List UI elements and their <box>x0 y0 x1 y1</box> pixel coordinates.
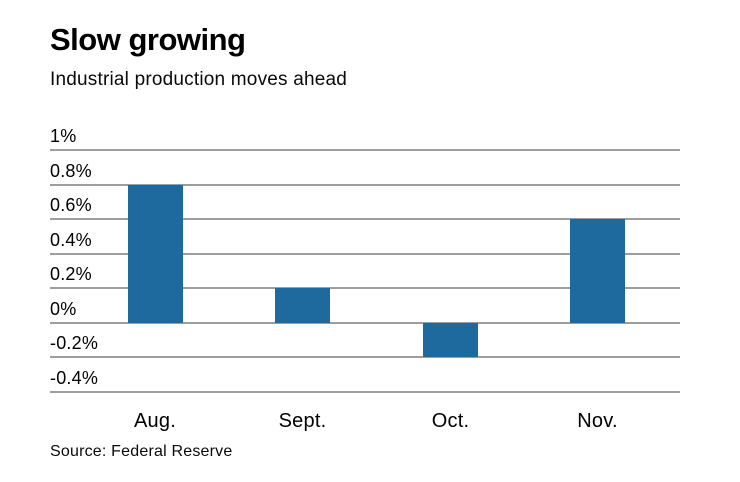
x-tick-label: Oct. <box>431 410 470 432</box>
y-tick-label: 0.8% <box>50 160 92 181</box>
x-tick-label: Nov. <box>577 410 618 432</box>
gridline <box>50 183 680 186</box>
gridline <box>50 149 680 151</box>
bar-nov <box>570 219 625 323</box>
x-tick-label: Sept. <box>278 410 327 432</box>
y-tick-label: 0% <box>50 298 77 319</box>
x-tick-label: Aug. <box>134 410 176 432</box>
bar-aug <box>127 184 183 323</box>
gridline <box>50 391 680 393</box>
bar-oct <box>423 322 478 358</box>
source-note: Source: Federal Reserve <box>50 443 233 460</box>
chart-subtitle: Industrial production moves ahead <box>50 69 348 90</box>
gridline <box>50 287 680 290</box>
gridline <box>50 218 680 221</box>
gridline <box>50 356 680 359</box>
gridline <box>50 252 680 255</box>
y-tick-label: 0.2% <box>50 264 92 285</box>
y-tick-label: 1% <box>50 126 77 146</box>
y-tick-label: 0.4% <box>50 229 92 250</box>
chart-title: Slow growing <box>50 22 246 57</box>
y-tick-label: -0.2% <box>50 333 99 354</box>
y-tick-label: 0.6% <box>50 195 92 216</box>
bar-sept <box>275 288 330 323</box>
gridline <box>50 321 680 324</box>
y-tick-label: -0.4% <box>50 368 99 388</box>
